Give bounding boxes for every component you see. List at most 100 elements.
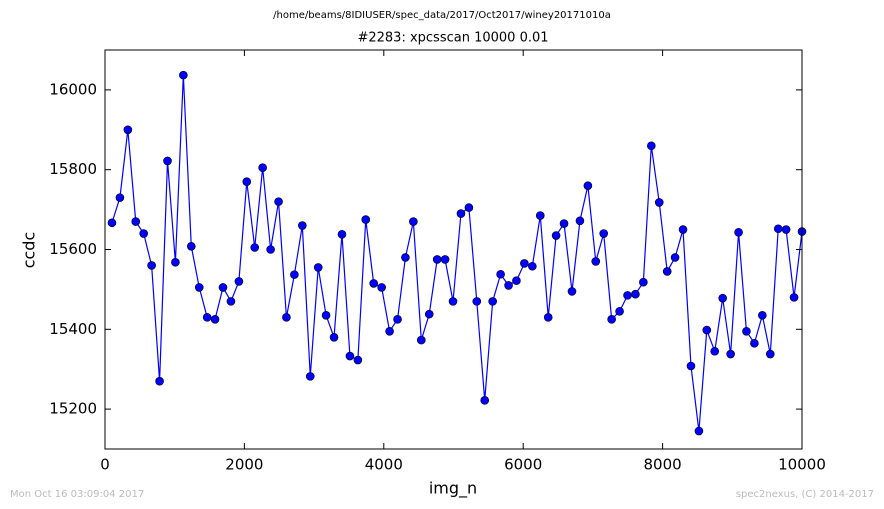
data-point xyxy=(131,217,141,226)
data-point xyxy=(520,259,529,268)
data-point xyxy=(385,326,394,336)
data-point xyxy=(670,253,680,262)
data-point xyxy=(329,332,339,342)
data-point xyxy=(250,243,260,252)
data-point xyxy=(218,283,228,292)
data-point xyxy=(258,163,267,173)
data-point xyxy=(377,283,386,292)
data-point xyxy=(710,346,720,356)
data-point xyxy=(448,297,458,306)
data-point xyxy=(694,426,704,436)
data-point xyxy=(464,203,474,212)
data-point xyxy=(155,376,164,386)
data-line xyxy=(111,75,803,432)
data-point xyxy=(734,228,743,237)
x-tick-label: 2000 xyxy=(225,456,263,474)
suptitle: /home/beams/8IDIUSER/spec_data/2017/Oct2… xyxy=(273,10,611,21)
data-point xyxy=(202,313,212,322)
data-point xyxy=(409,217,418,226)
data-point xyxy=(488,297,497,306)
y-tick-label: 15800 xyxy=(49,160,97,178)
data-point xyxy=(662,267,672,276)
data-point xyxy=(583,181,593,190)
x-tick-label: 10000 xyxy=(778,456,826,474)
data-point xyxy=(432,255,442,264)
footer-right: spec2nexus, (C) 2014-2017 xyxy=(736,489,874,500)
data-point xyxy=(480,396,490,405)
y-tick-label: 15400 xyxy=(49,320,97,338)
data-point xyxy=(678,225,688,234)
data-point xyxy=(750,338,759,348)
data-point xyxy=(313,263,323,272)
data-point xyxy=(607,315,616,324)
x-tick-label: 0 xyxy=(100,456,110,474)
data-point xyxy=(718,293,727,303)
data-point xyxy=(179,70,188,80)
y-tick-label: 15200 xyxy=(49,400,97,418)
data-point xyxy=(567,287,577,296)
data-point xyxy=(631,289,640,299)
data-point xyxy=(773,224,783,234)
data-point xyxy=(234,277,244,286)
data-point xyxy=(266,245,275,254)
data-point xyxy=(226,297,236,306)
data-point xyxy=(401,253,410,262)
data-point xyxy=(440,255,450,264)
data-point xyxy=(686,361,696,371)
y-axis-label: ccdc xyxy=(20,232,39,269)
data-point xyxy=(361,215,371,224)
data-point xyxy=(472,297,482,306)
data-point xyxy=(599,229,609,238)
data-point xyxy=(551,231,561,240)
data-point xyxy=(242,177,252,186)
data-point xyxy=(139,229,148,238)
x-tick-label: 8000 xyxy=(644,456,682,474)
data-point xyxy=(639,277,648,287)
data-point xyxy=(789,293,799,302)
data-point xyxy=(282,313,291,322)
data-point xyxy=(615,307,624,316)
data-point xyxy=(393,315,402,324)
data-point xyxy=(369,279,378,288)
data-point xyxy=(559,219,569,228)
data-point xyxy=(290,270,299,279)
data-point xyxy=(115,193,125,202)
data-point xyxy=(512,276,521,285)
data-point xyxy=(758,311,767,320)
data-point xyxy=(345,351,355,361)
data-point xyxy=(504,281,513,290)
data-point xyxy=(742,326,751,336)
plot-frame xyxy=(104,49,803,450)
data-point xyxy=(163,156,172,166)
data-point xyxy=(305,372,315,381)
data-point xyxy=(274,197,283,206)
data-point xyxy=(781,225,791,234)
data-point xyxy=(353,355,363,365)
x-tick-label: 6000 xyxy=(504,456,542,474)
data-point xyxy=(337,230,347,239)
x-axis-label: img_n xyxy=(429,479,477,499)
data-point xyxy=(702,325,712,335)
data-point xyxy=(171,257,180,267)
data-point xyxy=(496,269,505,279)
y-tick-label: 15600 xyxy=(49,240,97,258)
data-point xyxy=(321,311,331,320)
data-point xyxy=(456,209,466,218)
y-tick-label: 16000 xyxy=(49,80,97,98)
data-point xyxy=(535,211,545,220)
data-point xyxy=(298,221,307,230)
data-point xyxy=(591,257,601,266)
data-point xyxy=(647,141,656,151)
x-tick-label: 4000 xyxy=(365,456,403,474)
data-point xyxy=(623,291,632,300)
data-point xyxy=(210,315,220,324)
data-point xyxy=(575,216,585,226)
footer-left: Mon Oct 16 03:09:04 2017 xyxy=(10,489,144,500)
data-point xyxy=(194,283,204,292)
data-point xyxy=(528,261,537,271)
data-point xyxy=(107,218,117,228)
data-point xyxy=(654,198,664,207)
data-point xyxy=(123,125,133,135)
data-point xyxy=(424,309,434,319)
